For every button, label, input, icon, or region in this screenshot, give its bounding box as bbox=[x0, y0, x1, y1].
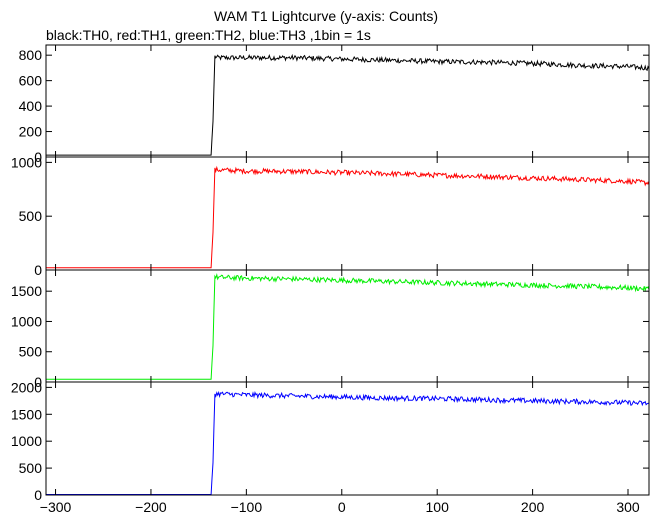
x-tick-label: 300 bbox=[616, 499, 640, 515]
series-line-th1 bbox=[46, 165, 650, 269]
y-tick-label: 1000 bbox=[11, 433, 42, 449]
x-tick-label: 0 bbox=[338, 499, 346, 515]
series-line-th3 bbox=[46, 390, 650, 495]
panel-th1: 0 500 1000 bbox=[11, 154, 650, 278]
series-line-th2 bbox=[46, 273, 650, 380]
panel-th0: 0 200 400 600 800 bbox=[19, 44, 650, 165]
panel-th3: 0 500 1000 1500 2000 bbox=[11, 379, 650, 503]
y-tick-label: 200 bbox=[19, 124, 43, 140]
y-tick-label: 1000 bbox=[11, 313, 42, 329]
x-tick-label: −200 bbox=[135, 499, 167, 515]
y-tick-label: 500 bbox=[19, 208, 43, 224]
y-tick-label: 2000 bbox=[11, 379, 42, 395]
y-tick-label: 0 bbox=[34, 374, 42, 390]
x-tick-label: −300 bbox=[40, 499, 72, 515]
y-tick-label: 400 bbox=[19, 98, 43, 114]
y-tick-label: 1500 bbox=[11, 283, 42, 299]
y-tick-label: 0 bbox=[34, 487, 42, 503]
y-tick-label: 1000 bbox=[11, 154, 42, 170]
x-tick-label: 200 bbox=[521, 499, 545, 515]
y-tick-label: 0 bbox=[34, 262, 42, 278]
y-tick-label: 500 bbox=[19, 460, 43, 476]
y-tick-label: 800 bbox=[19, 47, 43, 63]
x-tick-label: 100 bbox=[426, 499, 450, 515]
panel-frame bbox=[45, 269, 650, 383]
y-tick-label: 500 bbox=[19, 344, 43, 360]
panel-th2: 0 500 1000 1500 bbox=[11, 269, 650, 390]
chart-subtitle: black:TH0, red:TH1, green:TH2, blue:TH3 … bbox=[46, 27, 371, 43]
chart-title: WAM T1 Lightcurve (y-axis: Counts) bbox=[213, 8, 439, 24]
y-tick-label: 600 bbox=[19, 73, 43, 89]
x-tick-label: −100 bbox=[231, 499, 263, 515]
panel-frame bbox=[45, 381, 650, 496]
panel-frame bbox=[45, 44, 650, 158]
y-tick-label: 0 bbox=[34, 149, 42, 165]
y-tick-label: 1500 bbox=[11, 406, 42, 422]
series-line-th0 bbox=[46, 53, 650, 156]
